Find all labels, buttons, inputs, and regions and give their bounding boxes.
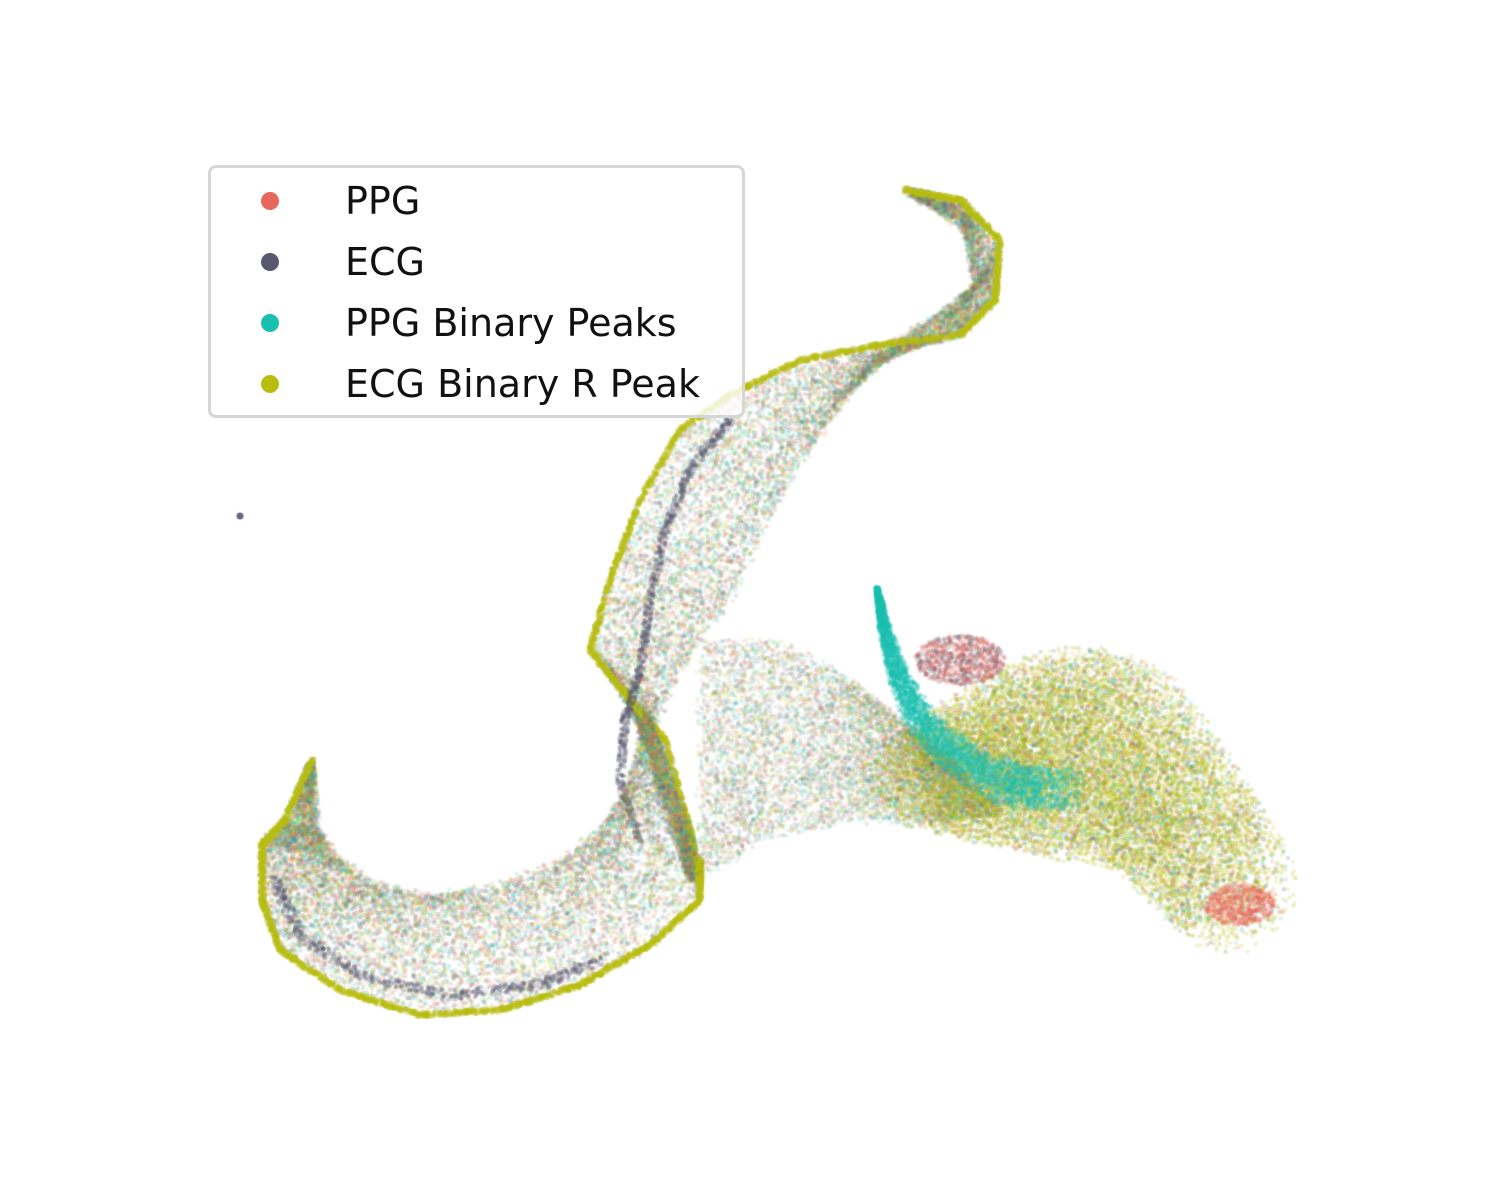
legend-item-ppg: PPG <box>211 176 742 226</box>
legend-label-ppg: PPG <box>345 179 421 223</box>
legend-marker-ppg-binary-peaks <box>261 314 279 332</box>
chart-legend: PPG ECG PPG Binary Peaks ECG Binary R Pe… <box>208 165 745 418</box>
legend-label-ecg: ECG <box>345 240 425 284</box>
legend-marker-ecg <box>261 253 279 271</box>
legend-marker-ecg-binary-r-peak <box>261 375 279 393</box>
legend-marker-ppg <box>261 192 279 210</box>
legend-label-ecg-binary-r-peak: ECG Binary R Peak <box>345 362 700 406</box>
legend-label-ppg-binary-peaks: PPG Binary Peaks <box>345 301 677 345</box>
legend-item-ecg: ECG <box>211 237 742 287</box>
legend-item-ppg-binary-peaks: PPG Binary Peaks <box>211 298 742 348</box>
legend-item-ecg-binary-r-peak: ECG Binary R Peak <box>211 359 742 409</box>
